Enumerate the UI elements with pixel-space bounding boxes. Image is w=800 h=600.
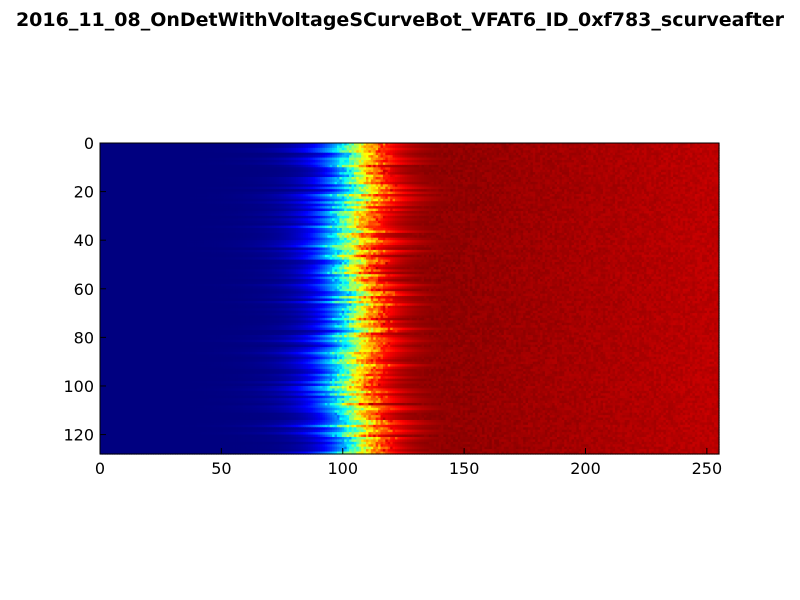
heatmap-layer bbox=[100, 143, 720, 455]
